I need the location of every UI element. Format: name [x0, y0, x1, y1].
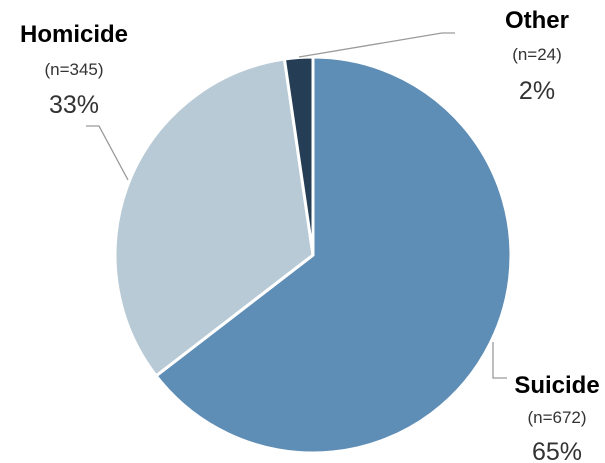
- leader-line-homicide: [86, 125, 129, 181]
- leader-line-suicide: [492, 342, 507, 379]
- slice-labels: Suicide (n=672) 65% Homicide (n=345) 33% Other…: [20, 7, 600, 463]
- slice-count-other: (n=24): [512, 45, 562, 64]
- pie-slice-suicide: [154, 55, 513, 455]
- slice-percent-homicide: 33%: [49, 91, 99, 119]
- slice-label-suicide: Suicide: [514, 372, 599, 399]
- slice-label-homicide: Homicide: [20, 21, 128, 48]
- pie-slice-other: [282, 55, 315, 257]
- slice-percent-other: 2%: [519, 77, 555, 105]
- leader-line-other: [298, 32, 455, 58]
- pie-slice-homicide: [113, 57, 315, 378]
- slice-count-homicide: (n=345): [44, 60, 103, 79]
- pie-slices: [113, 55, 513, 455]
- slice-label-other: Other: [505, 7, 569, 34]
- slice-percent-suicide: 65%: [532, 438, 582, 463]
- slice-count-suicide: (n=672): [527, 408, 586, 427]
- leader-lines: [86, 32, 507, 379]
